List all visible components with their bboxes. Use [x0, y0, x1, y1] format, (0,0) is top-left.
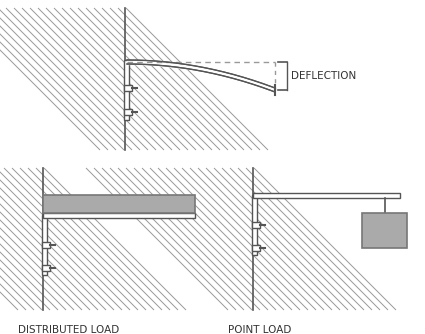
Text: WEIGHT: WEIGHT [365, 226, 405, 235]
Bar [42, 265, 50, 271]
Bar [43, 212, 195, 217]
Bar [252, 222, 260, 228]
Bar [100, 8, 125, 150]
Bar [124, 85, 132, 91]
Bar [43, 195, 195, 213]
Bar [18, 168, 43, 310]
Bar [42, 215, 48, 275]
Bar [228, 168, 253, 310]
Text: DEFLECTION: DEFLECTION [291, 71, 356, 81]
Bar [42, 242, 50, 248]
Bar [124, 109, 132, 115]
Bar [125, 60, 130, 120]
Text: DISTRIBUTED LOAD: DISTRIBUTED LOAD [18, 325, 119, 334]
Text: WEIGHT: WEIGHT [99, 199, 139, 208]
Bar [363, 213, 408, 248]
Bar [252, 245, 260, 251]
Bar [253, 192, 400, 197]
Text: POINT LOAD: POINT LOAD [228, 325, 292, 334]
Bar [252, 195, 258, 255]
